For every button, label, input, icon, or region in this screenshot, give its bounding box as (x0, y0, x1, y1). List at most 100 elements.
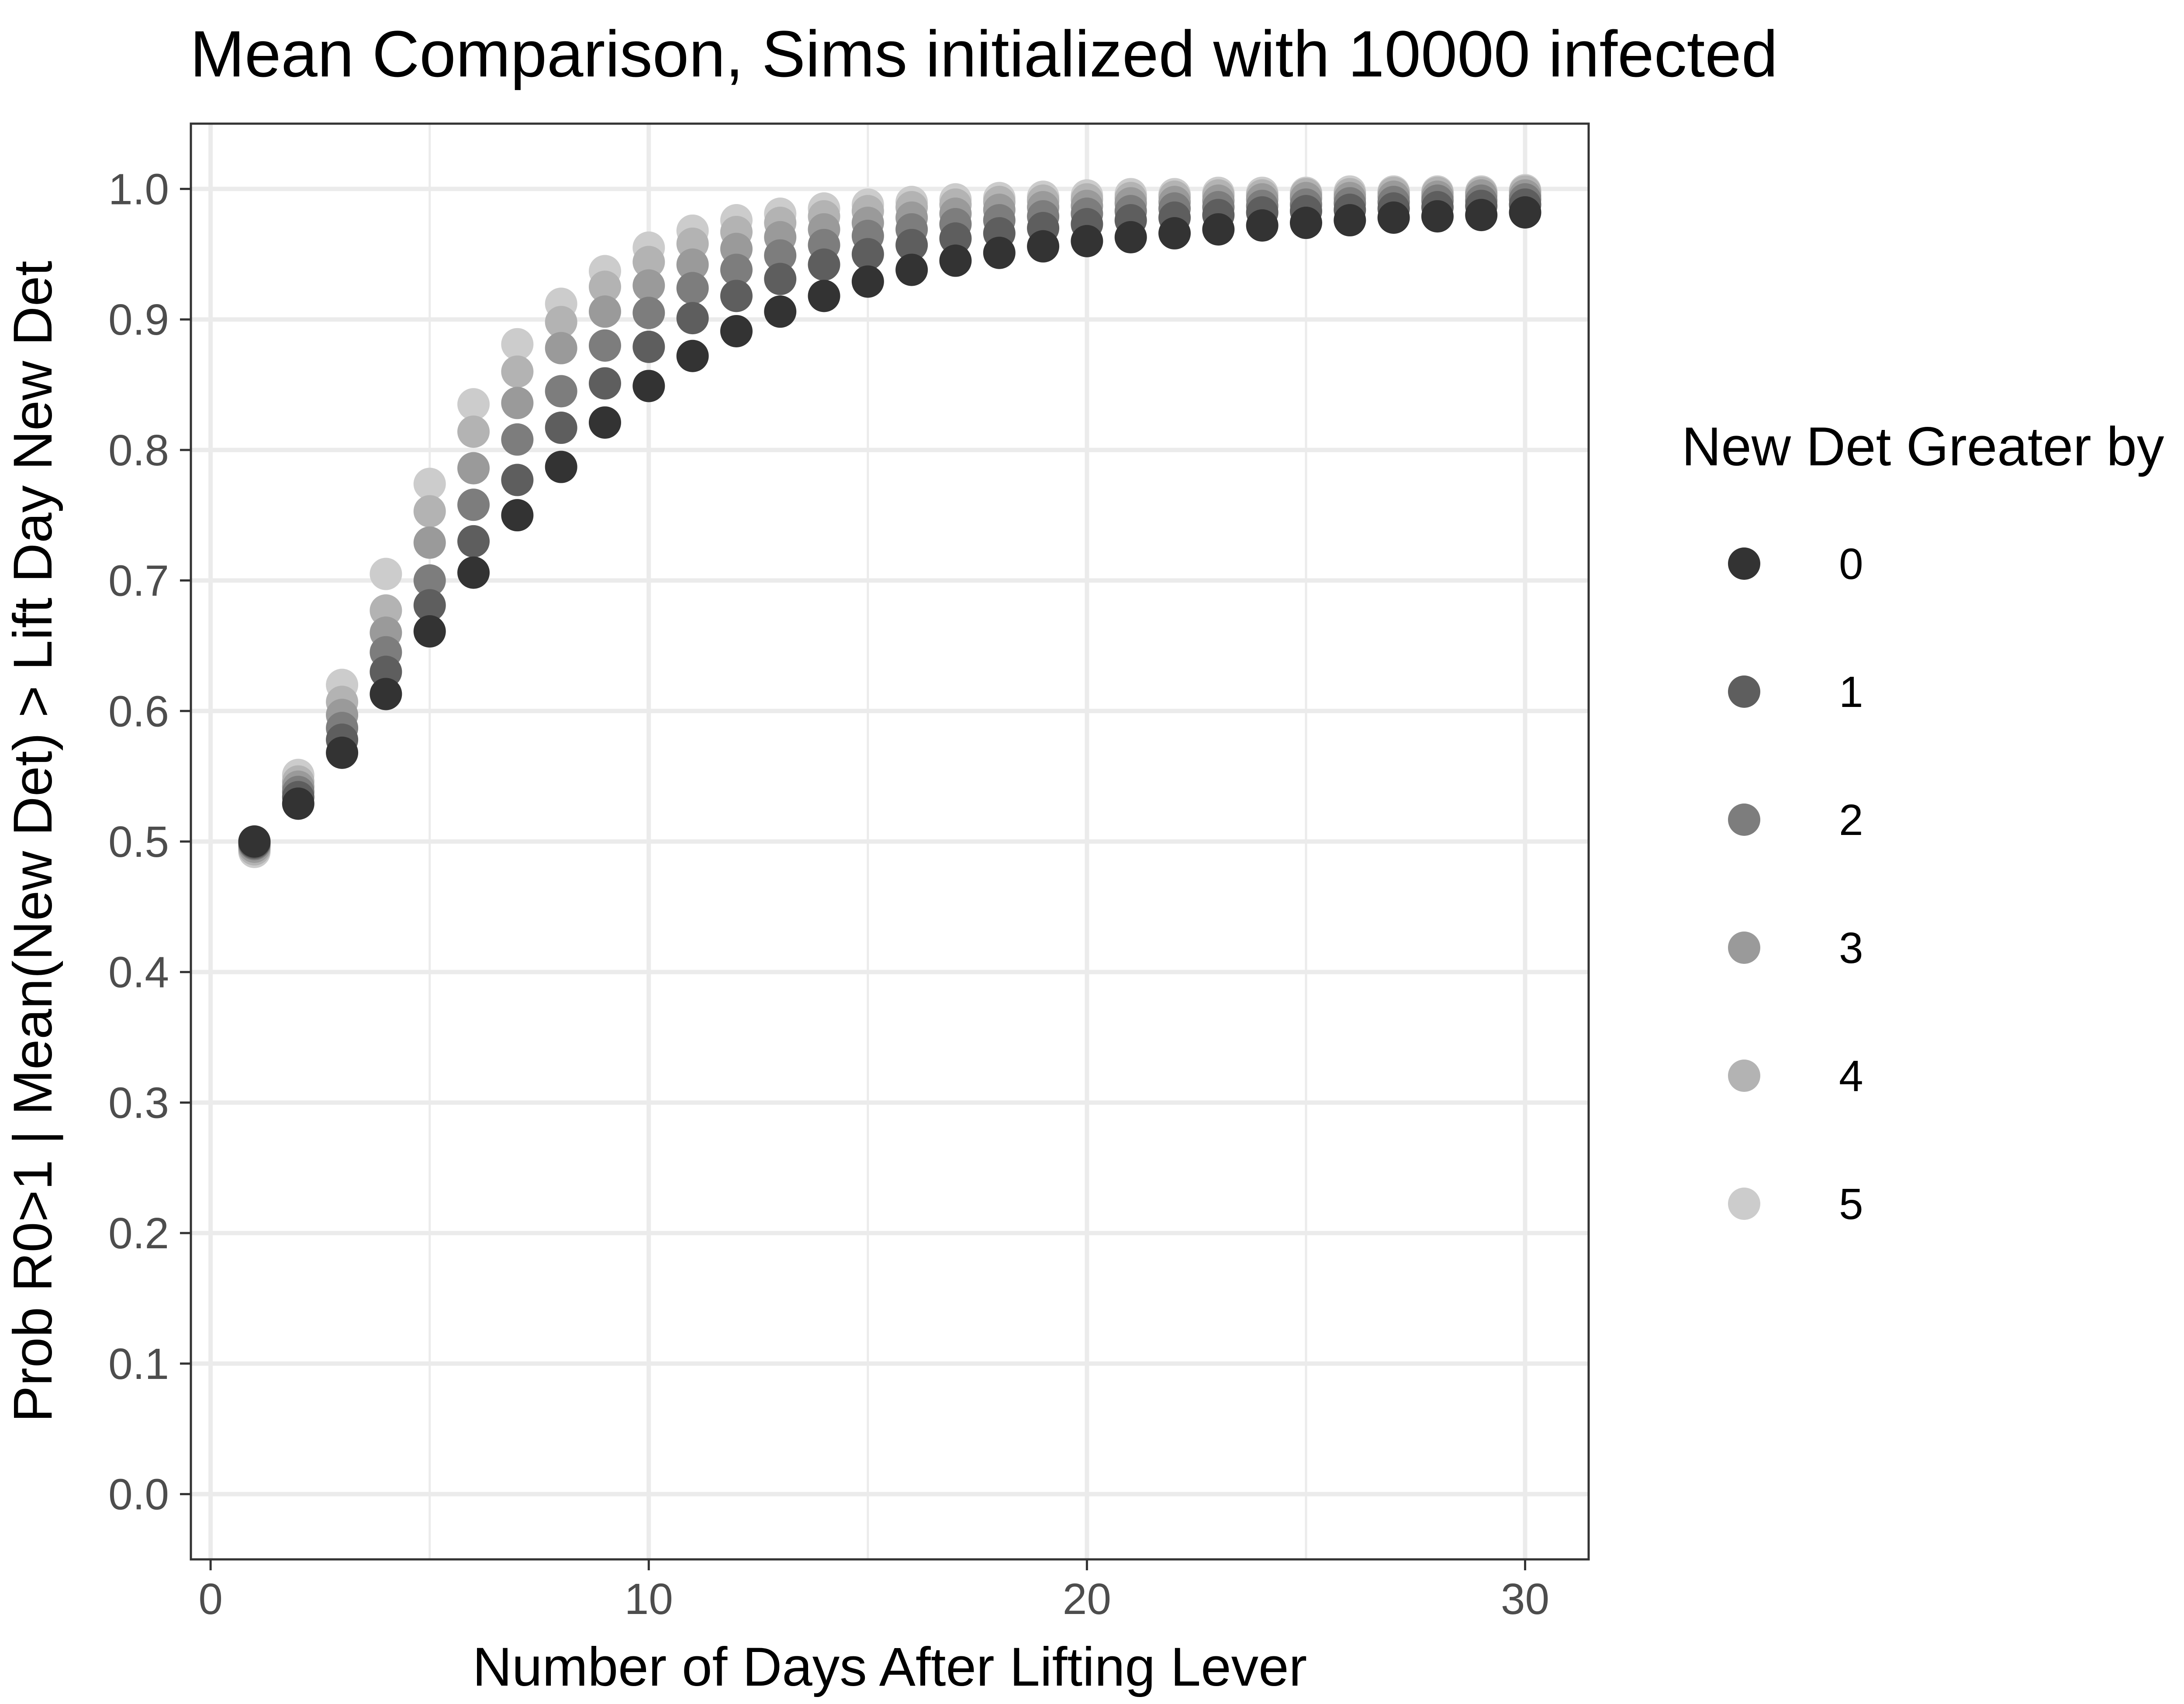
data-point (676, 272, 709, 305)
data-point (808, 248, 840, 281)
data-point (326, 736, 359, 769)
data-point (588, 329, 621, 362)
data-point (588, 270, 621, 303)
data-point (457, 452, 490, 485)
data-point (370, 558, 402, 590)
data-point (720, 280, 753, 312)
data-point (851, 265, 884, 298)
data-point (1202, 213, 1235, 246)
data-point (545, 412, 577, 444)
data-point (983, 236, 1016, 269)
data-point (851, 238, 884, 270)
x-tick-label: 30 (1501, 1575, 1549, 1624)
legend-items: 0 1 2 3 4 5 (1728, 540, 1863, 1229)
data-point (1509, 196, 1541, 229)
y-tick-label: 0.7 (108, 557, 169, 606)
y-tick-label: 0.6 (108, 687, 169, 736)
data-point (939, 244, 972, 277)
y-tick-label: 0.4 (108, 948, 169, 997)
y-tick-label: 0.8 (108, 426, 169, 475)
data-point (1377, 201, 1410, 234)
data-point (545, 306, 577, 339)
data-point (1027, 230, 1060, 263)
data-point (370, 678, 402, 710)
data-point (1334, 204, 1366, 237)
data-point (1071, 225, 1103, 257)
data-point (413, 468, 446, 500)
data-point (238, 825, 271, 858)
data-point (282, 787, 314, 820)
data-points (238, 174, 1541, 868)
legend-label: 3 (1839, 924, 1863, 973)
data-point (370, 594, 402, 627)
data-point (895, 229, 928, 261)
data-point (501, 464, 534, 496)
y-tick-label: 0.1 (108, 1340, 169, 1389)
data-point (1246, 209, 1279, 242)
data-point (501, 423, 534, 456)
data-point (588, 367, 621, 400)
data-point (764, 295, 797, 328)
data-point (808, 280, 840, 312)
y-tick-label: 0.3 (108, 1078, 169, 1127)
data-point (413, 526, 446, 559)
data-point (370, 655, 402, 688)
x-axis: 0 10 20 30 (198, 1559, 1549, 1624)
data-point (1289, 207, 1322, 239)
data-point (501, 387, 534, 419)
data-point (764, 263, 797, 295)
y-tick-label: 0.9 (108, 295, 169, 344)
x-tick-label: 20 (1063, 1575, 1111, 1624)
legend-key (1728, 547, 1760, 580)
data-point (413, 564, 446, 597)
legend-label: 2 (1839, 796, 1863, 845)
legend-label: 4 (1839, 1052, 1863, 1101)
data-point (501, 355, 534, 388)
x-tick-label: 10 (625, 1575, 673, 1624)
data-point (545, 375, 577, 408)
legend-title: New Det Greater by (1682, 416, 2164, 477)
y-axis-title: Prob R0>1 | Mean(New Det) > Lift Day New… (3, 261, 63, 1423)
data-point (632, 370, 665, 402)
legend-key (1728, 932, 1760, 964)
chart-title: Mean Comparison, Sims initialized with 1… (190, 17, 1778, 90)
data-point (545, 450, 577, 483)
legend-label: 0 (1839, 540, 1863, 589)
data-point (457, 556, 490, 589)
data-point (632, 297, 665, 329)
data-point (1465, 199, 1498, 232)
x-axis-title: Number of Days After Lifting Lever (473, 1637, 1307, 1697)
y-tick-label: 0.2 (108, 1209, 169, 1258)
data-point (720, 315, 753, 347)
data-point (632, 330, 665, 363)
data-point (588, 406, 621, 439)
legend-key (1728, 675, 1760, 708)
data-point (1114, 221, 1147, 253)
y-tick-label: 1.0 (108, 165, 169, 214)
plot-panel (190, 122, 1590, 1561)
data-point (413, 615, 446, 648)
legend-key (1728, 804, 1760, 836)
y-tick-label: 0.0 (108, 1470, 169, 1519)
legend-key (1728, 1060, 1760, 1092)
data-point (501, 499, 534, 532)
y-tick-label: 0.5 (108, 817, 169, 866)
data-point (676, 248, 709, 281)
data-point (545, 332, 577, 364)
data-point (895, 253, 928, 286)
data-point (720, 253, 753, 286)
data-point (1421, 200, 1454, 233)
legend: New Det Greater by 0 1 2 3 4 5 (1682, 416, 2164, 1229)
data-point (764, 239, 797, 272)
data-point (632, 246, 665, 278)
data-point (457, 488, 490, 521)
data-point (632, 269, 665, 302)
legend-label: 5 (1839, 1180, 1863, 1229)
y-axis: 0.0 0.1 0.2 0.3 0.4 0.5 0.6 0.7 0.8 0.9 1.0 (108, 165, 191, 1519)
data-point (1158, 217, 1191, 249)
x-tick-label: 0 (198, 1575, 223, 1624)
data-point (501, 328, 534, 360)
legend-label: 1 (1839, 668, 1863, 717)
data-point (939, 222, 972, 255)
